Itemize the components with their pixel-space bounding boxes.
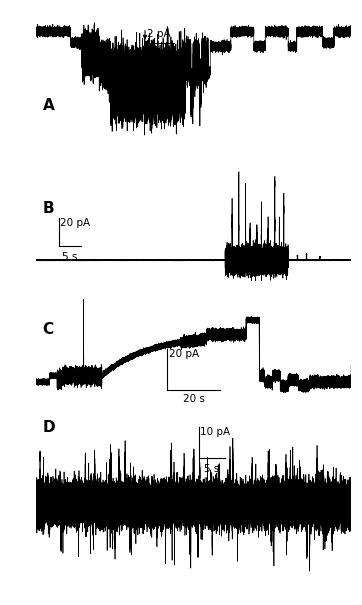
Text: 20 pA: 20 pA xyxy=(60,218,90,228)
Text: D: D xyxy=(42,420,55,435)
Text: 2 pA: 2 pA xyxy=(147,28,171,39)
Text: 20 pA: 20 pA xyxy=(169,349,199,359)
Text: B: B xyxy=(42,201,54,215)
Text: A: A xyxy=(42,98,54,113)
Text: 5 s: 5 s xyxy=(152,47,167,56)
Text: C: C xyxy=(42,322,54,337)
Text: 5 s: 5 s xyxy=(205,464,220,474)
Text: 20 s: 20 s xyxy=(183,394,205,404)
Text: 10 pA: 10 pA xyxy=(201,427,231,437)
Text: 5 s: 5 s xyxy=(62,252,77,262)
